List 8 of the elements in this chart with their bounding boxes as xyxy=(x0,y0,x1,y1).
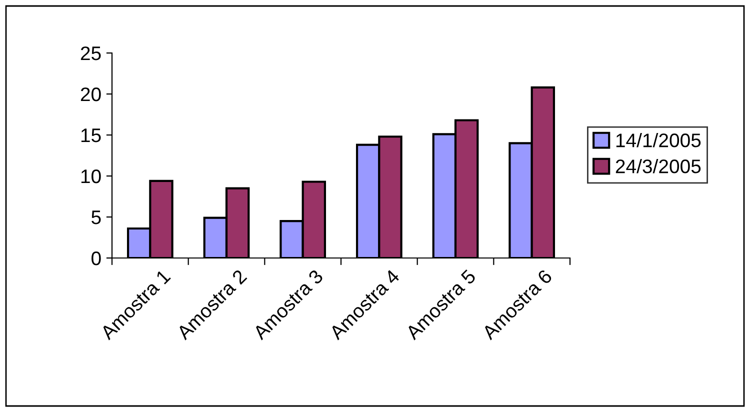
y-tick-label: 20 xyxy=(80,87,101,102)
legend-label: 14/1/2005 xyxy=(616,132,701,148)
y-tick-label: 5 xyxy=(92,210,101,224)
y-tick-label: 10 xyxy=(81,169,101,184)
legend-label: 24/3/2005 xyxy=(616,158,701,174)
y-tick-label: 0 xyxy=(92,251,101,266)
y-tick-label: 25 xyxy=(80,46,101,60)
y-tick-label: 15 xyxy=(81,128,101,142)
